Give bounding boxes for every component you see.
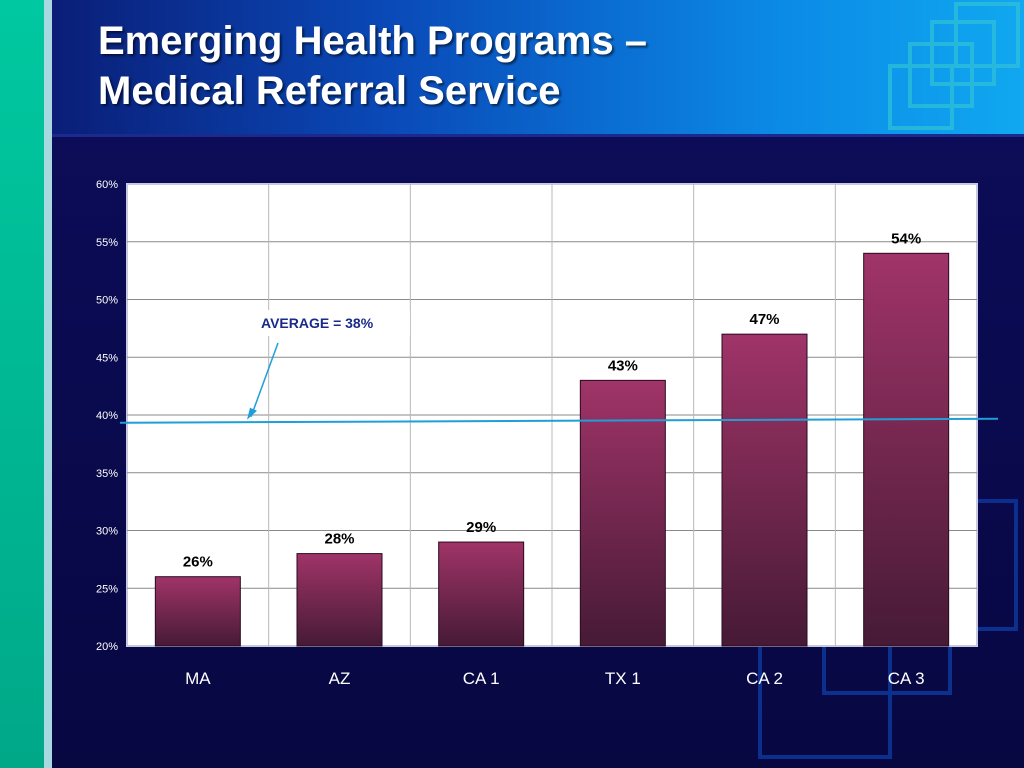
average-label: AVERAGE = 38%: [261, 315, 374, 331]
y-tick-label: 55%: [96, 237, 118, 249]
x-tick-label: TX 1: [605, 669, 641, 688]
average-arrowhead: [247, 407, 257, 420]
bar-data-labels: 26% 28% 29% 43% 47% 54%: [183, 230, 921, 570]
average-line: [119, 417, 999, 424]
bar-data-label: 26%: [183, 554, 213, 571]
bar-data-label: 54%: [891, 230, 921, 247]
vertical-gridlines: [268, 184, 836, 646]
y-tick-label: 60%: [96, 179, 118, 191]
decorative-squares: [888, 2, 1020, 130]
left-decorative-stripe: [0, 0, 44, 768]
x-tick-label: CA 2: [746, 669, 783, 688]
y-tick-label: 20%: [96, 641, 118, 653]
average-arrow: [250, 342, 279, 418]
x-tick-label: MA: [185, 669, 211, 688]
slide-title: Emerging Health Programs – Medical Refer…: [98, 16, 647, 116]
bars: [154, 252, 950, 647]
bar-data-label: 43%: [608, 357, 638, 374]
average-label-bg: [252, 310, 410, 336]
y-axis-tick-labels: 20% 25% 30% 35% 40% 45% 50% 55% 60%: [96, 179, 118, 653]
bar-ca-1: [438, 541, 525, 647]
bar-tx-1: [579, 379, 666, 647]
x-tick-label: AZ: [329, 669, 351, 688]
y-tick-label: 50%: [96, 295, 118, 307]
bar-ca-2: [721, 333, 808, 647]
x-tick-label: CA 3: [888, 669, 925, 688]
bar-ma: [154, 576, 241, 647]
slide-header: [52, 0, 1024, 136]
title-line-2: Medical Referral Service: [98, 69, 561, 113]
title-line-1: Emerging Health Programs –: [98, 19, 648, 63]
x-tick-label: CA 1: [463, 669, 500, 688]
y-tick-label: 25%: [96, 583, 118, 595]
average-annotation: AVERAGE = 38%: [119, 310, 999, 424]
y-tick-label: 40%: [96, 410, 118, 422]
y-tick-label: 35%: [96, 468, 118, 480]
y-tick-label: 30%: [96, 526, 118, 538]
bar-az: [296, 553, 383, 647]
bar-data-label: 47%: [749, 311, 779, 328]
bar-ca-3: [863, 252, 950, 647]
x-axis-category-labels: MA AZ CA 1 TX 1 CA 2 CA 3: [185, 669, 925, 688]
header-rule: [52, 134, 1024, 137]
bar-data-label: 28%: [324, 531, 354, 548]
left-stripe-edge: [44, 0, 52, 768]
bar-data-label: 29%: [466, 519, 496, 536]
y-tick-label: 45%: [96, 352, 118, 364]
